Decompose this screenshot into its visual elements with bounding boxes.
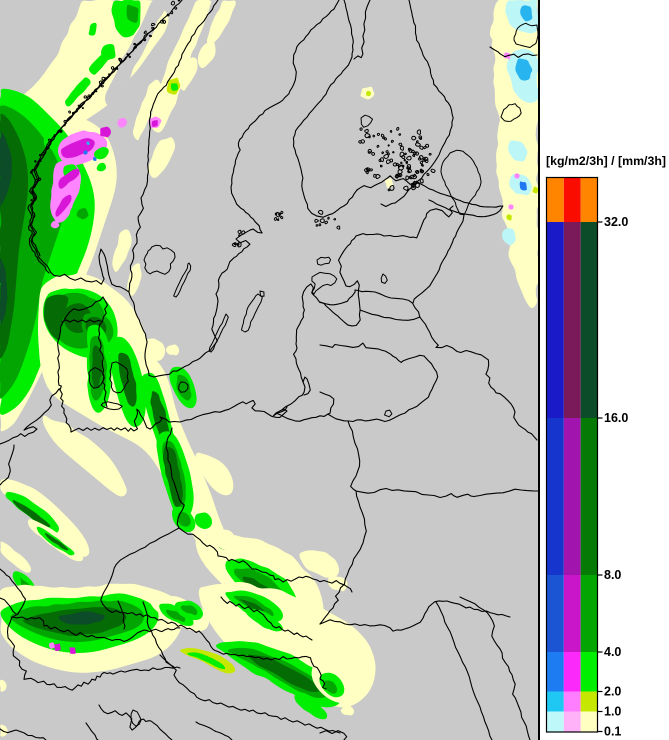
svg-text:0.1: 0.1 [604, 725, 621, 739]
svg-text:[kg/m2/3h] / [mm/3h]: [kg/m2/3h] / [mm/3h] [546, 154, 666, 168]
svg-text:16.0: 16.0 [604, 411, 628, 425]
svg-text:2.0: 2.0 [604, 685, 621, 699]
svg-text:32.0: 32.0 [604, 215, 628, 229]
svg-text:1.0: 1.0 [604, 705, 621, 719]
svg-text:4.0: 4.0 [604, 645, 621, 659]
svg-text:8.0: 8.0 [604, 568, 621, 582]
